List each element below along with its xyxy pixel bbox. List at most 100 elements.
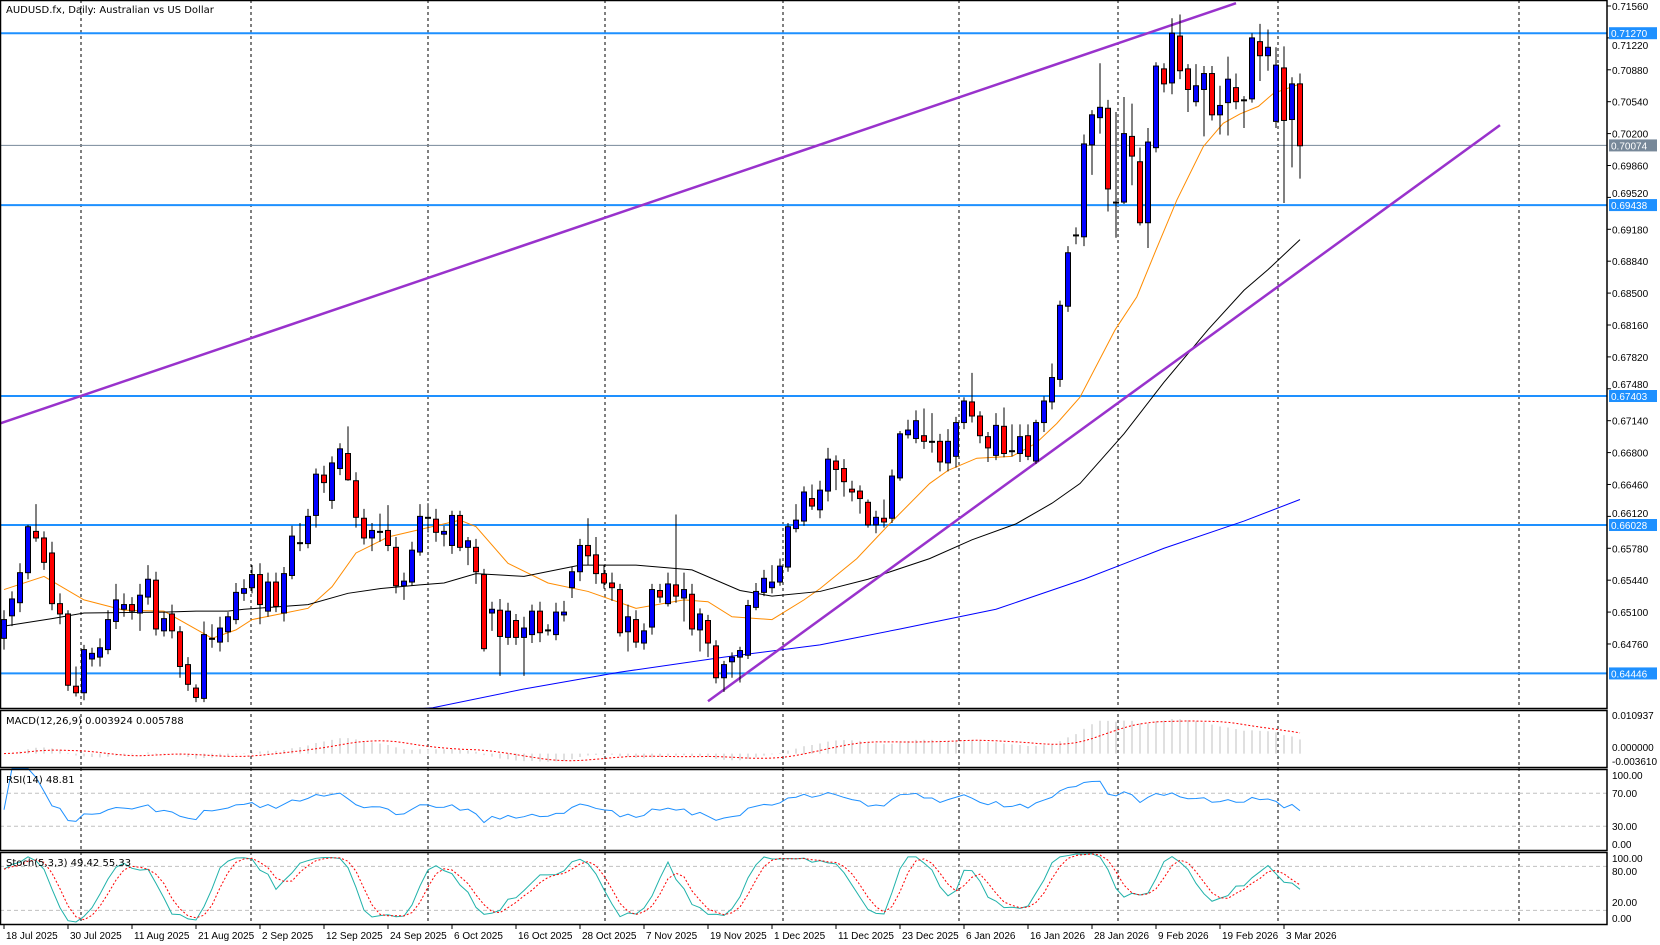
candle [585,544,591,557]
y-tick-label: 0.65100 [1612,608,1649,619]
panel-frame-rsi [0,768,1608,852]
moving-averages [3,83,1301,711]
candle [529,610,535,636]
candle [1137,161,1143,224]
x-tick-label: 2 Sep 2025 [262,931,314,942]
price-tag [1609,27,1657,40]
x-tick-label: 23 Dec 2025 [902,931,959,942]
candle [393,546,399,587]
candle [873,516,879,526]
trendline[interactable] [707,124,1501,703]
y-tick-label: 0.69860 [1612,161,1649,172]
candle [1033,422,1039,462]
candle [1009,450,1015,453]
candle [1201,73,1207,90]
rsi-axis-label: 30.00 [1612,822,1637,833]
candle [1113,201,1119,204]
candle [865,501,871,526]
candle [1265,46,1271,57]
price-tag [1609,667,1657,680]
candle [825,458,831,492]
price-tag-label: 0.67403 [1611,392,1648,403]
candle [857,490,863,500]
candle [145,578,151,598]
candle [937,440,943,463]
candle [1145,141,1151,224]
price-tag [1609,390,1657,403]
candle [1185,68,1191,90]
macd-axis-label: 0.000000 [1612,743,1654,754]
y-tick-label: 0.64760 [1612,640,1649,651]
x-tick-label: 30 Jul 2025 [70,931,122,942]
x-tick-label: 16 Oct 2025 [518,931,573,942]
candle [1177,35,1183,72]
candle [881,517,887,523]
candle [697,613,703,631]
candle [793,519,799,530]
candle [777,565,783,583]
candle [113,599,119,622]
candle [257,574,263,606]
y-tick-label: 0.71220 [1612,41,1649,52]
candle [1105,107,1111,190]
candle [193,687,199,698]
candle [1241,99,1247,102]
stoch-axis-label: 80.00 [1612,867,1637,878]
stoch-signal-line [3,853,1301,921]
candle [289,535,295,576]
candle [353,480,359,518]
x-tick-label: 1 Dec 2025 [774,931,826,942]
bid-price-label: 0.70074 [1611,141,1648,152]
candle [481,574,487,650]
candle [1289,83,1295,121]
candle [929,440,935,443]
price-tag-label: 0.64446 [1611,669,1648,680]
x-tick-label: 28 Jan 2026 [1094,931,1149,942]
candle [409,549,415,583]
candle [169,613,175,632]
candle [1097,106,1103,119]
candle [185,664,191,685]
trendlines[interactable] [0,2,1501,703]
candle [121,604,127,610]
candle [1073,234,1079,237]
candle [265,581,271,612]
candle [1193,85,1199,103]
macd-axis-label: -0.003610 [1612,757,1657,768]
candle [153,579,159,630]
candle [97,647,103,658]
y-tick-label: 0.70200 [1612,129,1649,140]
candle [337,448,343,470]
candle [1217,104,1223,116]
x-tick-label: 21 Aug 2025 [198,931,255,942]
candle [1161,68,1167,85]
candle [225,616,231,633]
candle [9,598,15,617]
candle [1225,78,1231,104]
candle [1057,304,1063,380]
candle [73,685,79,694]
y-tick-label: 0.68500 [1612,289,1649,300]
trendline[interactable] [0,2,1237,425]
chart-title: AUDUSD.fx, Daily: Australian vs US Dolla… [6,5,215,16]
candle [209,637,215,640]
candle [1281,67,1287,121]
candle [345,453,351,481]
candle [433,518,439,533]
candle [537,610,543,634]
x-tick-label: 9 Feb 2026 [1158,931,1209,942]
macd-axis-label: 0.010937 [1612,711,1654,722]
candle [961,400,967,424]
candle [993,424,999,456]
candle [601,573,607,584]
candle [1065,252,1071,307]
indicator-panels [0,718,1607,923]
bid-price-tag [1609,139,1657,152]
macd-label: MACD(12,26,9) 0.003924 0.005788 [6,716,184,727]
candle [329,462,335,501]
y-tick-label: 0.68840 [1612,257,1649,268]
candle [649,589,655,628]
candle [761,577,767,593]
candle [625,616,631,633]
